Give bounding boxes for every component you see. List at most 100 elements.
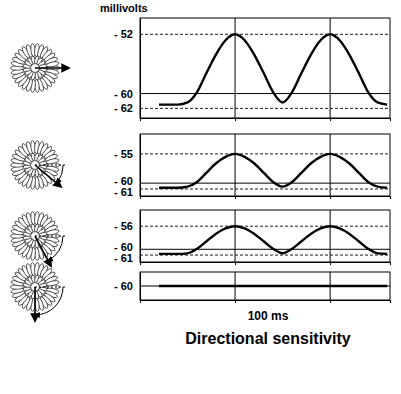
grid-line bbox=[330, 134, 331, 196]
tick-label: - 55 bbox=[114, 148, 133, 160]
axis-line bbox=[141, 263, 391, 266]
plot-frame bbox=[140, 18, 390, 118]
tick-label: - 52 bbox=[114, 28, 133, 40]
angle-arc bbox=[35, 287, 63, 315]
voltage-trace bbox=[159, 285, 387, 287]
grid-line bbox=[235, 210, 236, 262]
panel bbox=[140, 134, 390, 196]
y-axis: - 60 bbox=[114, 273, 140, 301]
tick-mark bbox=[235, 300, 236, 303]
y-tick: - 60 bbox=[114, 280, 140, 292]
tick-label: - 61 bbox=[114, 252, 133, 264]
y-tick: - 55 bbox=[114, 148, 140, 160]
stereocilium bbox=[46, 158, 60, 165]
voltage-trace bbox=[159, 154, 387, 188]
grid-line bbox=[140, 153, 390, 154]
plot-area bbox=[159, 286, 387, 287]
grid-line bbox=[140, 108, 390, 109]
voltage-trace bbox=[159, 34, 387, 104]
x-axis bbox=[141, 300, 391, 303]
direction-arrow bbox=[35, 67, 69, 69]
grid-line bbox=[140, 286, 390, 287]
reference-line bbox=[35, 287, 65, 288]
stereocilium bbox=[46, 61, 60, 68]
grid-line bbox=[140, 34, 390, 35]
tick-mark bbox=[330, 118, 331, 121]
angle-arc bbox=[56, 165, 63, 183]
hair-bundle-icon bbox=[11, 43, 70, 92]
panel bbox=[140, 272, 390, 300]
plot-frame bbox=[140, 134, 390, 196]
plot-area bbox=[159, 154, 387, 188]
x-tick bbox=[330, 300, 331, 303]
axis-line bbox=[141, 197, 391, 200]
axis-line bbox=[140, 135, 141, 197]
panel bbox=[140, 18, 390, 118]
axis-line bbox=[141, 301, 391, 304]
chart-title: Directional sensitivity bbox=[185, 330, 350, 347]
reference-line bbox=[35, 165, 65, 166]
axis-line bbox=[140, 273, 141, 301]
y-tick: - 56 bbox=[114, 220, 140, 232]
plot-frame bbox=[140, 272, 390, 300]
direction-arrow bbox=[35, 236, 51, 266]
reference-line bbox=[35, 236, 65, 237]
x-tick bbox=[235, 118, 236, 121]
x-tick bbox=[330, 118, 331, 121]
y-tick: - 60 bbox=[114, 88, 140, 100]
tick-mark bbox=[235, 196, 236, 199]
x-tick bbox=[235, 196, 236, 199]
x-tick bbox=[330, 196, 331, 199]
hair-bundle-icon bbox=[11, 262, 66, 321]
tick-mark bbox=[330, 262, 331, 265]
tick-label: - 61 bbox=[114, 186, 133, 198]
y-tick: - 52 bbox=[114, 28, 140, 40]
tick-mark bbox=[235, 262, 236, 265]
y-axis: - 55- 60- 61 bbox=[114, 135, 140, 198]
x-axis bbox=[141, 196, 391, 199]
hair-bundle-icon bbox=[11, 211, 66, 266]
axis-line bbox=[140, 19, 141, 119]
grid-line bbox=[235, 134, 236, 196]
x-tick bbox=[235, 262, 236, 265]
tick-mark bbox=[330, 300, 331, 303]
stereocilium bbox=[46, 229, 60, 236]
x-tick bbox=[235, 300, 236, 303]
panel bbox=[140, 210, 390, 262]
angle-arc bbox=[48, 236, 63, 261]
tick-mark bbox=[330, 196, 331, 199]
y-tick: - 61 bbox=[114, 186, 140, 198]
chart: - 52- 60- 62millivolts- 55- 60- 61- 56- … bbox=[0, 0, 401, 394]
grid-line bbox=[140, 93, 390, 94]
voltage-trace bbox=[159, 226, 387, 254]
hair-bundle-icon bbox=[11, 140, 66, 189]
grid-line bbox=[140, 249, 390, 250]
plot-area bbox=[159, 226, 387, 254]
y-axis: - 56- 60- 61 bbox=[114, 211, 140, 264]
plot-frame bbox=[140, 210, 390, 262]
tick-label: - 60 bbox=[114, 280, 133, 292]
grid-line bbox=[140, 226, 390, 227]
grid-line bbox=[330, 18, 331, 118]
x-axis bbox=[141, 262, 391, 265]
x-tick bbox=[330, 262, 331, 265]
y-tick: - 62 bbox=[114, 102, 140, 114]
stereocilium bbox=[46, 280, 60, 287]
direction-arrow bbox=[35, 165, 61, 187]
tick-label: - 56 bbox=[114, 220, 133, 232]
grid-line bbox=[235, 18, 236, 118]
x-axis-title: 100 ms bbox=[248, 309, 289, 323]
plot-area bbox=[159, 34, 387, 104]
tick-label: - 60 bbox=[114, 88, 133, 100]
direction-arrow bbox=[34, 287, 36, 321]
axis-line bbox=[140, 211, 141, 263]
grid-line bbox=[330, 210, 331, 262]
x-axis bbox=[141, 118, 391, 121]
y-axis-title: millivolts bbox=[100, 2, 148, 14]
grid-line bbox=[140, 183, 390, 184]
y-tick: - 61 bbox=[114, 252, 140, 264]
y-axis: - 52 - 60 - 62 bbox=[114, 19, 140, 119]
tick-label: - 62 bbox=[114, 102, 133, 114]
axis-line bbox=[141, 119, 391, 122]
tick-mark bbox=[235, 118, 236, 121]
